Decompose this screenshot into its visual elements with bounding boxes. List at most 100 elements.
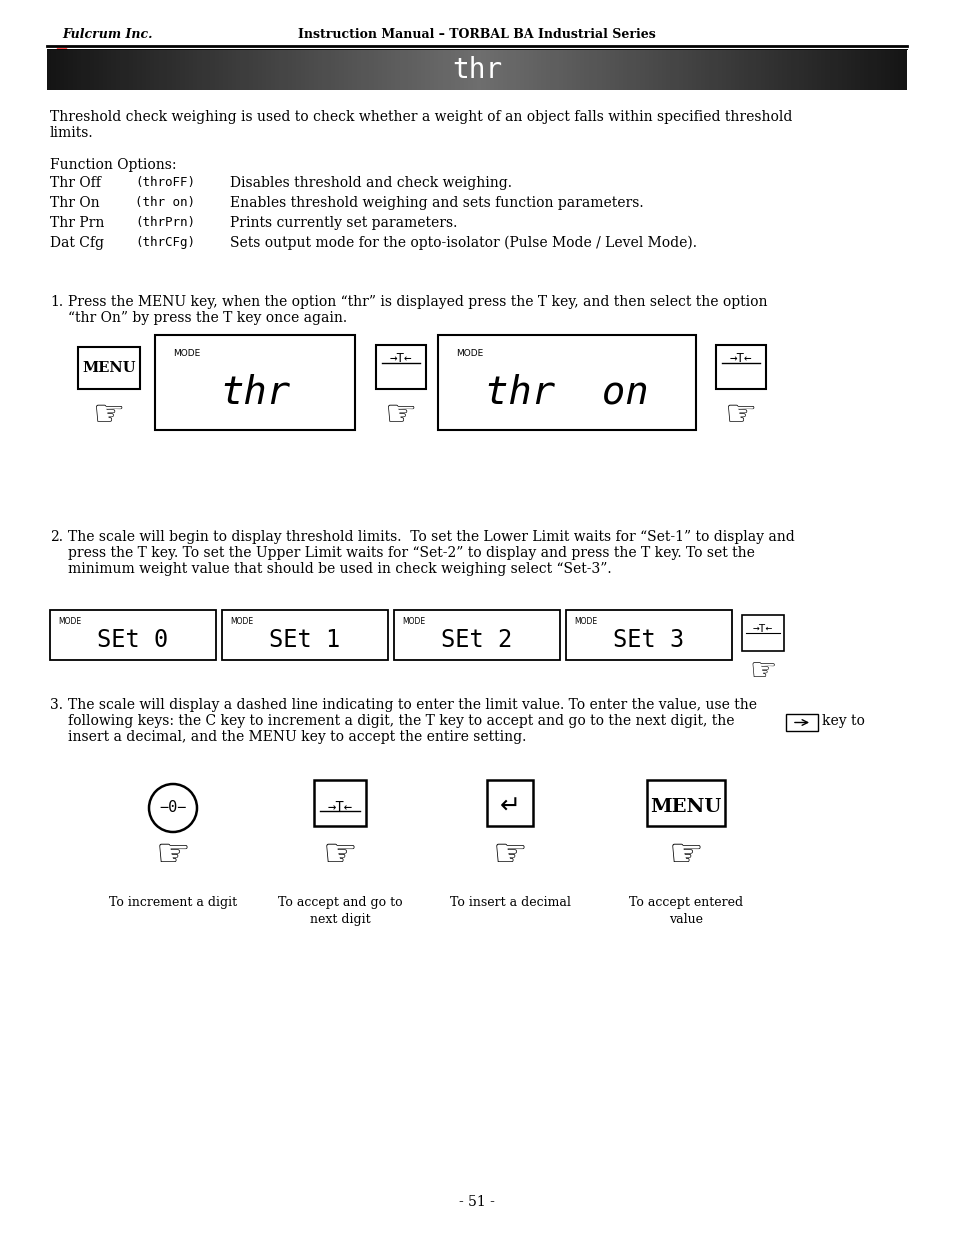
- FancyBboxPatch shape: [257, 49, 262, 90]
- FancyBboxPatch shape: [785, 714, 817, 731]
- FancyBboxPatch shape: [232, 49, 236, 90]
- Text: ☞: ☞: [748, 657, 776, 685]
- Text: →T←: →T←: [752, 624, 772, 634]
- Text: MODE: MODE: [456, 350, 483, 358]
- FancyBboxPatch shape: [881, 49, 885, 90]
- FancyBboxPatch shape: [550, 49, 555, 90]
- FancyBboxPatch shape: [115, 49, 120, 90]
- FancyBboxPatch shape: [425, 49, 430, 90]
- FancyBboxPatch shape: [236, 49, 241, 90]
- FancyBboxPatch shape: [442, 49, 447, 90]
- FancyBboxPatch shape: [850, 49, 855, 90]
- FancyBboxPatch shape: [434, 49, 438, 90]
- FancyBboxPatch shape: [158, 49, 163, 90]
- FancyBboxPatch shape: [253, 49, 258, 90]
- FancyBboxPatch shape: [648, 49, 653, 90]
- FancyBboxPatch shape: [240, 49, 245, 90]
- FancyBboxPatch shape: [403, 49, 408, 90]
- Text: −0−: −0−: [159, 800, 187, 815]
- FancyBboxPatch shape: [674, 49, 679, 90]
- FancyBboxPatch shape: [833, 49, 838, 90]
- FancyBboxPatch shape: [593, 49, 598, 90]
- FancyBboxPatch shape: [468, 49, 473, 90]
- Text: The scale will begin to display threshold limits.  To set the Lower Limit waits : The scale will begin to display threshol…: [68, 530, 794, 543]
- Text: Press the MENU key, when the option “thr” is displayed press the T key, and then: Press the MENU key, when the option “thr…: [68, 295, 767, 309]
- FancyBboxPatch shape: [846, 49, 851, 90]
- Text: press the T key. To set the Upper Limit waits for “Set-2” to display and press t: press the T key. To set the Upper Limit …: [68, 546, 754, 559]
- FancyBboxPatch shape: [77, 49, 82, 90]
- FancyBboxPatch shape: [305, 49, 310, 90]
- Text: Dat Cfg: Dat Cfg: [50, 236, 104, 249]
- FancyBboxPatch shape: [884, 49, 889, 90]
- FancyBboxPatch shape: [747, 49, 752, 90]
- FancyBboxPatch shape: [129, 49, 133, 90]
- FancyBboxPatch shape: [614, 49, 618, 90]
- FancyBboxPatch shape: [742, 49, 747, 90]
- FancyBboxPatch shape: [262, 49, 267, 90]
- Text: MODE: MODE: [172, 350, 200, 358]
- FancyBboxPatch shape: [567, 49, 572, 90]
- FancyBboxPatch shape: [799, 49, 803, 90]
- FancyBboxPatch shape: [60, 49, 65, 90]
- FancyBboxPatch shape: [734, 49, 739, 90]
- Text: MENU: MENU: [82, 361, 135, 375]
- FancyBboxPatch shape: [821, 49, 825, 90]
- FancyBboxPatch shape: [375, 345, 426, 389]
- FancyBboxPatch shape: [713, 49, 718, 90]
- FancyBboxPatch shape: [150, 49, 154, 90]
- FancyBboxPatch shape: [696, 49, 700, 90]
- FancyBboxPatch shape: [94, 49, 99, 90]
- FancyBboxPatch shape: [271, 49, 275, 90]
- FancyBboxPatch shape: [335, 49, 339, 90]
- FancyBboxPatch shape: [898, 49, 902, 90]
- Text: - 51 -: - 51 -: [458, 1195, 495, 1209]
- Text: following keys: the C key to increment a digit, the T key to accept and go to th: following keys: the C key to increment a…: [68, 714, 734, 727]
- FancyBboxPatch shape: [300, 49, 305, 90]
- FancyBboxPatch shape: [537, 49, 541, 90]
- FancyBboxPatch shape: [228, 49, 233, 90]
- Text: Thr Prn: Thr Prn: [50, 216, 104, 230]
- FancyBboxPatch shape: [47, 49, 51, 90]
- FancyBboxPatch shape: [773, 49, 778, 90]
- FancyBboxPatch shape: [781, 49, 786, 90]
- FancyBboxPatch shape: [274, 49, 279, 90]
- FancyBboxPatch shape: [636, 49, 640, 90]
- FancyBboxPatch shape: [795, 49, 800, 90]
- FancyBboxPatch shape: [646, 781, 724, 826]
- FancyBboxPatch shape: [249, 49, 253, 90]
- FancyBboxPatch shape: [154, 49, 159, 90]
- FancyBboxPatch shape: [481, 49, 486, 90]
- FancyBboxPatch shape: [391, 49, 395, 90]
- FancyBboxPatch shape: [665, 49, 670, 90]
- Text: (thrоFF): (thrоFF): [135, 177, 194, 189]
- FancyBboxPatch shape: [154, 335, 355, 430]
- FancyBboxPatch shape: [490, 49, 495, 90]
- FancyBboxPatch shape: [554, 49, 558, 90]
- FancyBboxPatch shape: [768, 49, 774, 90]
- FancyBboxPatch shape: [50, 610, 215, 659]
- Text: →T←: →T←: [729, 352, 752, 366]
- FancyBboxPatch shape: [725, 49, 730, 90]
- FancyBboxPatch shape: [172, 49, 176, 90]
- Polygon shape: [57, 49, 67, 57]
- Text: Fulcrum Inc.: Fulcrum Inc.: [62, 27, 152, 41]
- FancyBboxPatch shape: [588, 49, 593, 90]
- FancyBboxPatch shape: [855, 49, 860, 90]
- FancyBboxPatch shape: [446, 49, 451, 90]
- Text: minimum weight value that should be used in check weighing select “Set-3”.: minimum weight value that should be used…: [68, 562, 611, 576]
- Text: insert a decimal, and the MENU key to accept the entire setting.: insert a decimal, and the MENU key to ac…: [68, 730, 526, 743]
- FancyBboxPatch shape: [764, 49, 769, 90]
- FancyBboxPatch shape: [524, 49, 529, 90]
- FancyBboxPatch shape: [730, 49, 735, 90]
- Text: “thr On” by press the T key once again.: “thr On” by press the T key once again.: [68, 311, 347, 325]
- FancyBboxPatch shape: [803, 49, 808, 90]
- FancyBboxPatch shape: [691, 49, 696, 90]
- FancyBboxPatch shape: [812, 49, 817, 90]
- FancyBboxPatch shape: [786, 49, 791, 90]
- Text: To accept and go to
next digit: To accept and go to next digit: [277, 897, 402, 926]
- Text: MODE: MODE: [574, 618, 597, 626]
- Text: →T←: →T←: [390, 352, 412, 366]
- FancyBboxPatch shape: [386, 49, 391, 90]
- FancyBboxPatch shape: [528, 49, 533, 90]
- FancyBboxPatch shape: [408, 49, 413, 90]
